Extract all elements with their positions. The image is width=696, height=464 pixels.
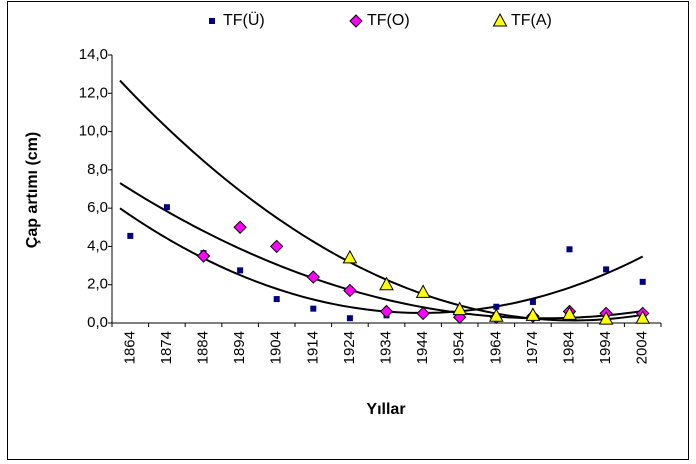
data-point: [163, 204, 170, 211]
data-point: [525, 307, 541, 321]
y-tick-label: 2,0: [87, 276, 108, 293]
y-tick-label: 4,0: [87, 237, 108, 254]
data-point: [416, 306, 430, 321]
legend-marker: [209, 18, 215, 24]
data-point: [562, 306, 577, 320]
y-axis-title: Çap artımı (cm): [24, 132, 41, 248]
data-point: [603, 266, 610, 273]
data-point: [529, 298, 536, 305]
legend-label: TF(O): [367, 12, 410, 29]
data-point: [233, 220, 247, 234]
data-point: [310, 305, 317, 312]
trendline: [119, 79, 643, 322]
data-point: [639, 278, 646, 285]
legend-label: TF(Ü): [223, 11, 265, 29]
x-tick-label: 1934: [377, 331, 394, 364]
x-tick-label: 1904: [268, 331, 285, 364]
data-point: [127, 232, 134, 239]
data-point: [488, 308, 504, 322]
x-tick-label: 1994: [597, 331, 614, 364]
data-point: [237, 267, 244, 274]
x-tick-label: 1944: [414, 331, 431, 364]
x-tick-label: 1874: [158, 331, 175, 364]
x-tick-label: 1924: [341, 331, 358, 364]
data-point: [415, 284, 431, 298]
y-tick-label: 6,0: [87, 199, 108, 216]
data-point: [273, 296, 280, 303]
data-point: [379, 304, 394, 319]
data-point: [493, 303, 500, 310]
y-tick-label: 0,0: [87, 314, 108, 331]
x-tick-label: 1954: [451, 331, 468, 364]
x-tick-label: 1974: [524, 331, 541, 364]
x-tick-label: 2004: [634, 331, 651, 364]
y-tick-label: 12,0: [79, 84, 108, 101]
data-point: [269, 239, 284, 254]
x-tick-label: 1914: [304, 331, 321, 364]
data-point: [343, 283, 357, 298]
x-tick-label: 1864: [121, 331, 138, 364]
x-tick-label: 1964: [487, 331, 504, 364]
data-point: [346, 315, 353, 322]
y-tick-label: 10,0: [79, 123, 108, 140]
x-tick-label: 1894: [231, 331, 248, 364]
data-point: [379, 276, 394, 291]
data-point: [598, 311, 614, 325]
data-point: [306, 270, 321, 284]
data-point: [196, 249, 211, 263]
trendline: [119, 182, 643, 320]
legend-label: TF(A): [511, 12, 552, 29]
data-point: [342, 249, 358, 264]
legend-marker: [492, 12, 508, 27]
y-tick-label: 8,0: [87, 161, 108, 178]
data-point: [566, 246, 573, 253]
x-tick-label: 1984: [560, 331, 577, 364]
y-tick-label: 14,0: [79, 46, 108, 63]
legend-marker: [349, 14, 363, 28]
x-tick-label: 1884: [194, 331, 211, 364]
chart-border: [7, 1, 689, 460]
data-point: [452, 301, 468, 316]
data-point: [635, 310, 651, 324]
x-axis-title: Yıllar: [366, 401, 405, 418]
